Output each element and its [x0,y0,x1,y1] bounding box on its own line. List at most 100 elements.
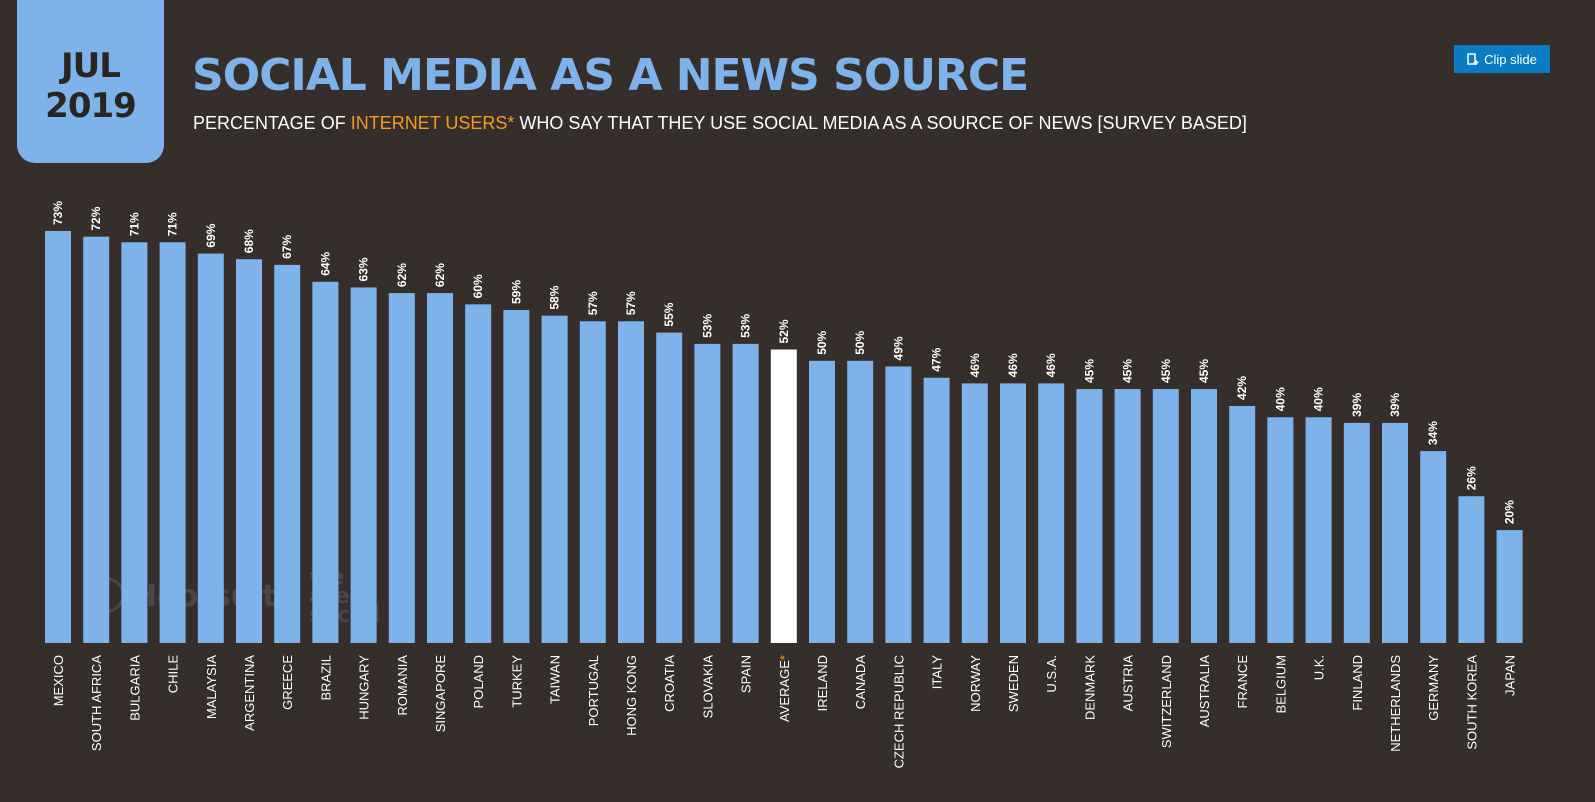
category-label-19: AVERAGE* [777,655,792,722]
bar-12 [503,310,530,643]
category-label-8: HUNGARY [357,655,372,720]
category-label-15: HONG KONG [624,655,639,736]
bar-19 [770,349,797,643]
bar-21 [847,360,874,643]
value-label-16: 55% [662,302,676,326]
subtitle-suffix: WHO SAY THAT THEY USE SOCIAL MEDIA AS A … [514,113,1247,133]
bar-22 [885,366,912,643]
category-label-36: GERMANY [1426,655,1441,721]
category-label-33: U.K. [1312,655,1327,680]
value-label-18: 53% [739,314,753,338]
category-label-23: ITALY [930,655,945,690]
category-label-21: CANADA [853,655,868,710]
bar-14 [579,321,606,643]
bar-3 [159,242,186,644]
category-label-34: FINLAND [1350,655,1365,711]
category-label-16: CROATIA [662,655,677,712]
bar-33 [1305,417,1332,643]
value-label-17: 53% [700,314,714,338]
category-label-6: GREECE [280,655,295,710]
category-label-24: NORWAY [968,655,983,712]
value-label-25: 46% [1006,353,1020,377]
category-label-4: MALAYSIA [204,655,219,719]
value-label-0: 73% [51,201,65,225]
subtitle-highlight: INTERNET USERS* [350,113,515,133]
value-label-32: 40% [1273,387,1287,411]
value-label-13: 58% [548,285,562,309]
value-label-19: 52% [777,319,791,343]
value-label-15: 57% [624,291,638,315]
bar-38 [1496,530,1523,643]
category-label-20: IRELAND [815,655,830,711]
value-label-38: 20% [1503,500,1517,524]
bar-16 [656,332,683,643]
category-label-28: AUSTRIA [1121,655,1136,712]
value-label-3: 71% [166,212,180,236]
bar-30 [1191,389,1217,643]
value-label-7: 64% [318,251,332,275]
value-label-20: 50% [815,330,829,354]
subtitle-prefix: PERCENTAGE OF [193,113,351,133]
value-label-14: 57% [586,291,600,315]
clip-slide-label: Clip slide [1484,51,1537,67]
value-label-4: 69% [204,223,218,247]
bars-group: 73% MEXICO 72% SOUTH AFRICA 71% BULGARIA 71% CH… [45,201,1523,768]
category-label-9: ROMANIA [395,655,410,716]
page-title: SOCIAL MEDIA AS A NEWS SOURCE [192,50,1029,101]
bar-34 [1343,422,1370,643]
value-label-10: 62% [433,263,447,287]
category-label-31: FRANCE [1235,655,1250,709]
bar-18 [732,343,759,643]
category-label-29: SWITZERLAND [1159,655,1174,748]
bar-15 [618,321,644,643]
bar-20 [809,360,835,643]
bar-5 [236,259,262,643]
category-label-2: BULGARIA [127,655,142,721]
bar-17 [694,343,721,643]
value-label-8: 63% [357,257,371,281]
bar-36 [1420,451,1447,643]
category-label-27: DENMARK [1082,655,1097,720]
date-tab: JUL 2019 [17,0,164,163]
value-label-35: 39% [1388,393,1402,417]
bar-8 [350,287,377,643]
value-label-29: 45% [1159,359,1173,383]
value-label-24: 46% [968,353,982,377]
category-label-22: CZECH REPUBLIC [891,655,906,768]
value-label-37: 26% [1464,466,1478,490]
bar-29 [1152,389,1179,643]
category-label-0: MEXICO [51,655,66,706]
bar-32 [1267,417,1294,643]
bar-1 [83,236,110,643]
category-label-1: SOUTH AFRICA [89,655,104,751]
bar-11 [465,304,492,643]
bar-6 [274,264,301,643]
bar-7 [312,281,339,643]
clip-slide-button[interactable]: Clip slide [1454,45,1550,73]
value-label-5: 68% [242,229,256,253]
category-label-13: TAIWAN [548,655,563,704]
bar-37 [1458,496,1485,643]
bar-9 [388,293,415,643]
value-label-36: 34% [1426,421,1440,445]
bar-4 [197,253,224,643]
category-label-38: JAPAN [1503,655,1518,696]
category-label-5: ARGENTINA [242,655,257,731]
bar-28 [1114,389,1141,643]
category-label-3: CHILE [166,655,181,694]
bar-23 [923,377,950,643]
category-label-37: SOUTH KOREA [1464,655,1479,750]
clip-icon [1467,52,1479,66]
value-label-26: 46% [1044,353,1058,377]
category-label-18: SPAIN [739,655,754,693]
value-label-33: 40% [1312,387,1326,411]
page-subtitle: PERCENTAGE OF INTERNET USERS* WHO SAY TH… [193,113,1247,134]
bar-27 [1076,389,1103,643]
category-label-14: PORTUGAL [586,655,601,726]
category-label-26: U.S.A. [1044,655,1059,693]
value-label-12: 59% [509,280,523,304]
bar-0 [45,231,71,643]
category-label-11: POLAND [471,655,486,708]
bar-26 [1038,383,1065,643]
